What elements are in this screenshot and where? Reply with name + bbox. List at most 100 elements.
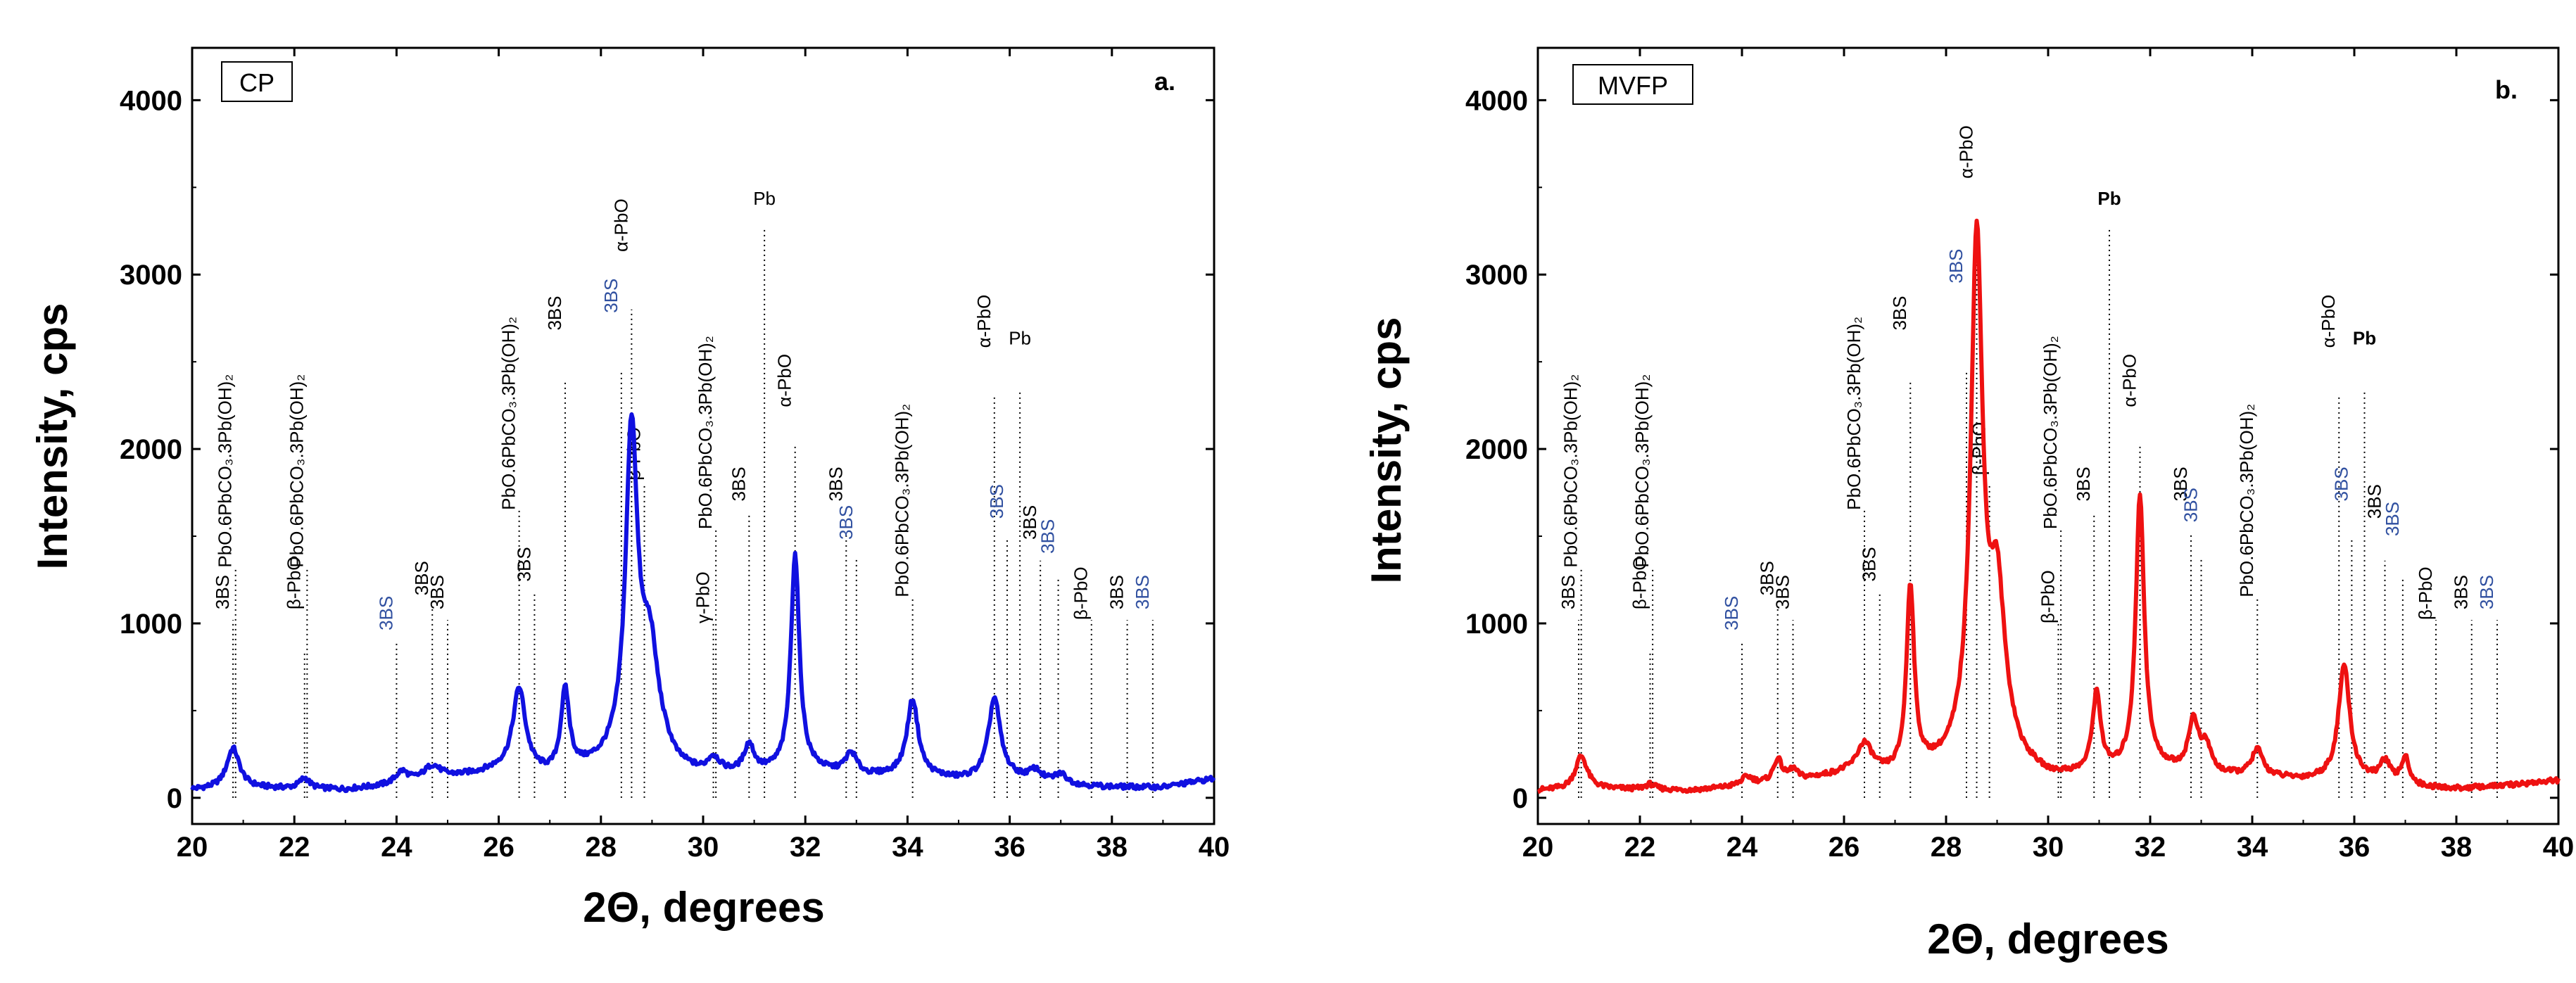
axis-ticks: 20 22 24 26 28 30 32 34 36 38 40 0 1000 2000 3000 4000 [1465, 48, 2574, 863]
phase-label: 3BS [1772, 575, 1793, 609]
y-tick-label: 2000 [1465, 434, 1528, 465]
axis-ticks: 20 22 24 26 28 30 32 34 36 38 40 0 1000 2000 3000 4000 [120, 48, 1230, 863]
x-tick-label: 30 [688, 832, 719, 863]
phase-label: β-PbO [2038, 570, 2059, 623]
panel-label: b. [2495, 75, 2518, 104]
x-axis-title: 2Θ, degrees [583, 884, 825, 931]
chart-panel-b: 3BSPbO.6PbCO₃.3Pb(OH)₂β-PbOPbO.6PbCO₃.3P… [1363, 46, 2574, 963]
x-tick-label: 22 [279, 832, 310, 863]
x-tick-label: 32 [790, 832, 821, 863]
y-tick-label: 4000 [1465, 85, 1528, 116]
phase-label: 3BS [986, 484, 1007, 519]
phase-label: PbO.6PbCO₃.3Pb(OH)₂ [2236, 404, 2257, 597]
phase-label: α-PbO [973, 295, 995, 348]
phase-label: 3BS [2382, 502, 2403, 536]
phase-label: PbO.6PbCO₃.3Pb(OH)₂ [1843, 317, 1864, 510]
y-tick-label: 2000 [120, 434, 182, 465]
x-tick-label: 32 [2135, 832, 2166, 863]
x-tick-label: 40 [1199, 832, 1230, 863]
x-tick-label: 34 [2237, 832, 2268, 863]
phase-label: 3BS [2364, 484, 2385, 519]
phase-label: 3BS [411, 561, 432, 595]
sample-label: CP [239, 68, 274, 97]
y-axis-title: Intensity, cps [1363, 317, 1410, 584]
y-tick-label: 1000 [1465, 609, 1528, 640]
x-tick-label: 40 [2543, 832, 2575, 863]
x-tick-label: 38 [2441, 832, 2473, 863]
x-tick-label: 28 [586, 832, 617, 863]
phase-label: Pb [1009, 327, 1031, 348]
intensity-trace [190, 412, 1216, 794]
phase-label: α-PbO [1956, 125, 1977, 179]
phase-markers: 3BSPbO.6PbCO₃.3Pb(OH)₂β-PbOPbO.6PbCO₃.3P… [212, 188, 1154, 798]
phase-label: 3BS [1721, 596, 1742, 630]
x-tick-label: 36 [2339, 832, 2370, 863]
x-tick-label: 26 [1829, 832, 1860, 863]
phase-label: 3BS [600, 279, 621, 313]
phase-label: 3BS [1889, 296, 1910, 330]
phase-label: PbO.6PbCO₃.3Pb(OH)₂ [498, 317, 519, 510]
phase-label: 3BS [835, 505, 857, 540]
phase-label: 3BS [2451, 575, 2472, 609]
x-tick-label: 38 [1097, 832, 1128, 863]
phase-label: 3BS [825, 467, 846, 501]
phase-label: α-PbO [2318, 295, 2339, 348]
phase-label: γ-PbO [693, 571, 714, 623]
phase-label: β-PbO [1629, 556, 1650, 609]
phase-label: 3BS [544, 296, 565, 330]
phase-label: PbO.6PbCO₃.3Pb(OH)₂ [286, 374, 307, 568]
phase-label: 3BS [212, 575, 233, 609]
x-tick-label: 30 [2033, 832, 2064, 863]
x-tick-label: 22 [1624, 832, 1656, 863]
phase-label: 3BS [728, 467, 749, 501]
phase-label: α-PbO [610, 198, 631, 252]
phase-label: 3BS [2073, 467, 2094, 501]
phase-label: PbO.6PbCO₃.3Pb(OH)₂ [2040, 336, 2061, 529]
phase-label: 3BS [1558, 575, 1579, 609]
phase-label: β-PbO [284, 556, 305, 609]
phase-label: Pb [753, 188, 776, 209]
y-tick-label: 4000 [120, 85, 182, 116]
phase-label: 3BS [2170, 467, 2191, 501]
sample-label-frame [221, 61, 293, 102]
sample-label-box: CP [221, 61, 293, 102]
phase-label: 3BS [513, 547, 534, 581]
x-axis-title: 2Θ, degrees [1927, 915, 2169, 963]
sample-label-frame [1572, 64, 1693, 105]
phase-label: PbO.6PbCO₃.3Pb(OH)₂ [1560, 374, 1581, 568]
phase-label: 3BS [2330, 467, 2351, 501]
phase-label: 3BS [1945, 248, 1966, 283]
y-tick-label: 0 [167, 783, 182, 814]
x-tick-label: 28 [1931, 832, 1962, 863]
phase-label: α-PbO [774, 354, 795, 407]
x-tick-label: 24 [1726, 832, 1758, 863]
phase-label: β-PbO [1071, 566, 1092, 620]
phase-label: PbO.6PbCO₃.3Pb(OH)₂ [215, 374, 236, 568]
phase-label: Pb [2353, 327, 2376, 348]
y-tick-label: 0 [1513, 783, 1528, 814]
sample-label: MVFP [1598, 71, 1668, 100]
x-tick-label: 36 [994, 832, 1025, 863]
phase-label: PbO.6PbCO₃.3Pb(OH)₂ [695, 336, 716, 529]
phase-markers: 3BSPbO.6PbCO₃.3Pb(OH)₂β-PbOPbO.6PbCO₃.3P… [1558, 125, 2498, 798]
phase-label: PbO.6PbCO₃.3Pb(OH)₂ [1631, 374, 1653, 568]
intensity-trace [1536, 218, 2561, 794]
x-tick-label: 34 [892, 832, 923, 863]
y-axis-title: Intensity, cps [29, 303, 76, 570]
y-tick-label: 3000 [1465, 260, 1528, 291]
phase-label: 3BS [375, 596, 396, 630]
phase-label: 3BS [427, 575, 448, 609]
x-tick-label: 20 [177, 832, 208, 863]
phase-label: α-PbO [2119, 354, 2140, 407]
phase-label: 3BS [1132, 575, 1153, 609]
phase-label: 3BS [1859, 547, 1880, 581]
phase-label: Pb [2097, 188, 2121, 209]
phase-label: 3BS [1019, 505, 1040, 540]
x-tick-label: 20 [1522, 832, 1554, 863]
x-tick-label: 24 [381, 832, 412, 863]
chart-panel-a: 3BSPbO.6PbCO₃.3Pb(OH)₂β-PbOPbO.6PbCO₃.3P… [29, 46, 1230, 931]
phase-label: 3BS [1106, 575, 1128, 609]
sample-label-box: MVFP [1572, 64, 1693, 105]
x-tick-label: 26 [483, 832, 514, 863]
